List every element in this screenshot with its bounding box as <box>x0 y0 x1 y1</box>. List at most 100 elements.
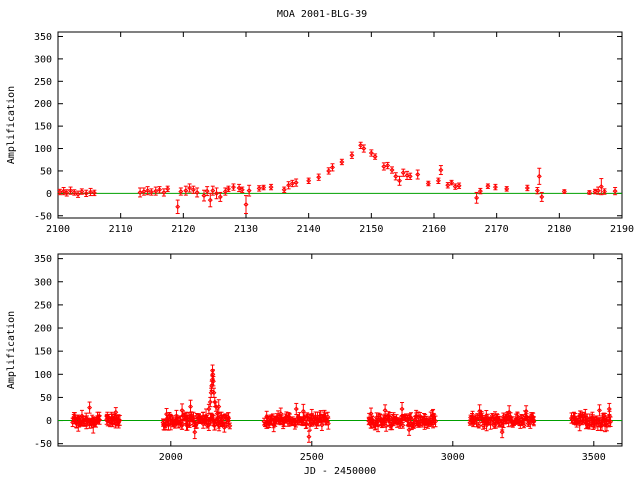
data-point <box>400 170 406 176</box>
y-tick-label: 150 <box>34 347 52 358</box>
data-point <box>239 187 245 193</box>
data-point <box>536 173 542 179</box>
data-point <box>178 189 184 195</box>
data-point <box>194 189 200 195</box>
data-point <box>286 182 292 188</box>
data-point <box>210 371 216 377</box>
x-axis-label: JD - 2450000 <box>304 466 376 477</box>
data-point <box>236 185 242 191</box>
y-tick-label: 300 <box>34 277 52 288</box>
data-point <box>349 152 355 158</box>
data-point <box>397 178 403 184</box>
data-point <box>306 434 312 440</box>
data-point <box>602 422 608 428</box>
data-point <box>183 188 189 194</box>
data-point <box>571 415 577 421</box>
data-point <box>385 163 391 169</box>
data-point <box>530 415 536 421</box>
data-point <box>179 421 185 427</box>
data-point <box>485 183 491 189</box>
data-point <box>382 407 388 413</box>
data-point <box>175 204 181 210</box>
data-point <box>217 194 223 200</box>
data-point <box>601 189 607 195</box>
data-point <box>521 422 527 428</box>
data-point <box>211 390 217 396</box>
data-point <box>271 422 277 428</box>
data-point <box>399 406 405 412</box>
data-point <box>361 146 367 152</box>
data-point <box>148 189 154 195</box>
y-tick-label: 0 <box>46 416 52 427</box>
data-point <box>425 180 431 186</box>
data-point <box>219 414 225 420</box>
data-point <box>213 404 219 410</box>
y-tick-label: -50 <box>34 439 52 450</box>
data-point <box>153 188 159 194</box>
data-point <box>226 415 232 421</box>
data-point <box>179 407 185 413</box>
data-point <box>187 422 193 428</box>
data-point <box>83 417 89 423</box>
data-point <box>227 423 233 429</box>
chart-title: MOA 2001-BLG-39 <box>277 9 367 20</box>
data-point <box>582 412 588 418</box>
data-point <box>173 413 179 419</box>
data-point <box>83 190 89 196</box>
data-point <box>499 429 505 435</box>
data-point <box>79 413 85 419</box>
data-point <box>246 188 252 194</box>
data-point <box>293 406 299 412</box>
data-point <box>264 414 270 420</box>
y-tick-label: 0 <box>46 189 52 200</box>
y-tick-label: 100 <box>34 144 52 155</box>
data-point <box>405 417 411 423</box>
data-point <box>204 188 210 194</box>
data-point <box>71 189 77 195</box>
data-point <box>281 187 287 193</box>
data-point <box>300 408 306 414</box>
data-point <box>400 422 406 428</box>
y-tick-label: 100 <box>34 370 52 381</box>
data-point <box>539 194 545 200</box>
y-tick-label: 200 <box>34 324 52 335</box>
x-tick-label: 2150 <box>359 224 383 235</box>
y-tick-label: 350 <box>34 254 52 265</box>
data-point <box>256 185 262 191</box>
data-point <box>64 190 70 196</box>
data-point <box>524 185 530 191</box>
data-point <box>293 180 299 186</box>
data-point <box>113 409 119 415</box>
y-tick-label: -50 <box>34 211 52 222</box>
data-point <box>207 399 213 405</box>
data-point <box>381 163 387 169</box>
data-point <box>477 408 483 414</box>
data-point <box>492 184 498 190</box>
data-point <box>190 187 196 193</box>
data-point <box>278 411 284 417</box>
x-tick-label: 2120 <box>171 224 195 235</box>
data-point <box>214 190 220 196</box>
data-point <box>476 423 482 429</box>
data-point <box>534 188 540 194</box>
data-point <box>484 422 490 428</box>
data-point <box>210 378 216 384</box>
data-point <box>75 421 81 427</box>
data-point <box>187 185 193 191</box>
plot-frame <box>57 31 623 219</box>
y-tick-label: 150 <box>34 122 52 133</box>
data-point <box>90 423 96 429</box>
data-point <box>225 186 231 192</box>
data-point <box>109 417 115 423</box>
bottom-panel: -50 0 50 100 150 200 250 300 350 2000 2500 3000 3500… <box>6 253 623 477</box>
data-point <box>268 184 274 190</box>
data-point <box>372 154 378 160</box>
data-point <box>408 415 414 421</box>
data-point <box>474 420 480 426</box>
data-point <box>286 417 292 423</box>
data-point <box>368 150 374 156</box>
data-point <box>438 167 444 173</box>
x-tick-label: 2190 <box>610 224 634 235</box>
data-point <box>586 189 592 195</box>
data-point <box>164 411 170 417</box>
